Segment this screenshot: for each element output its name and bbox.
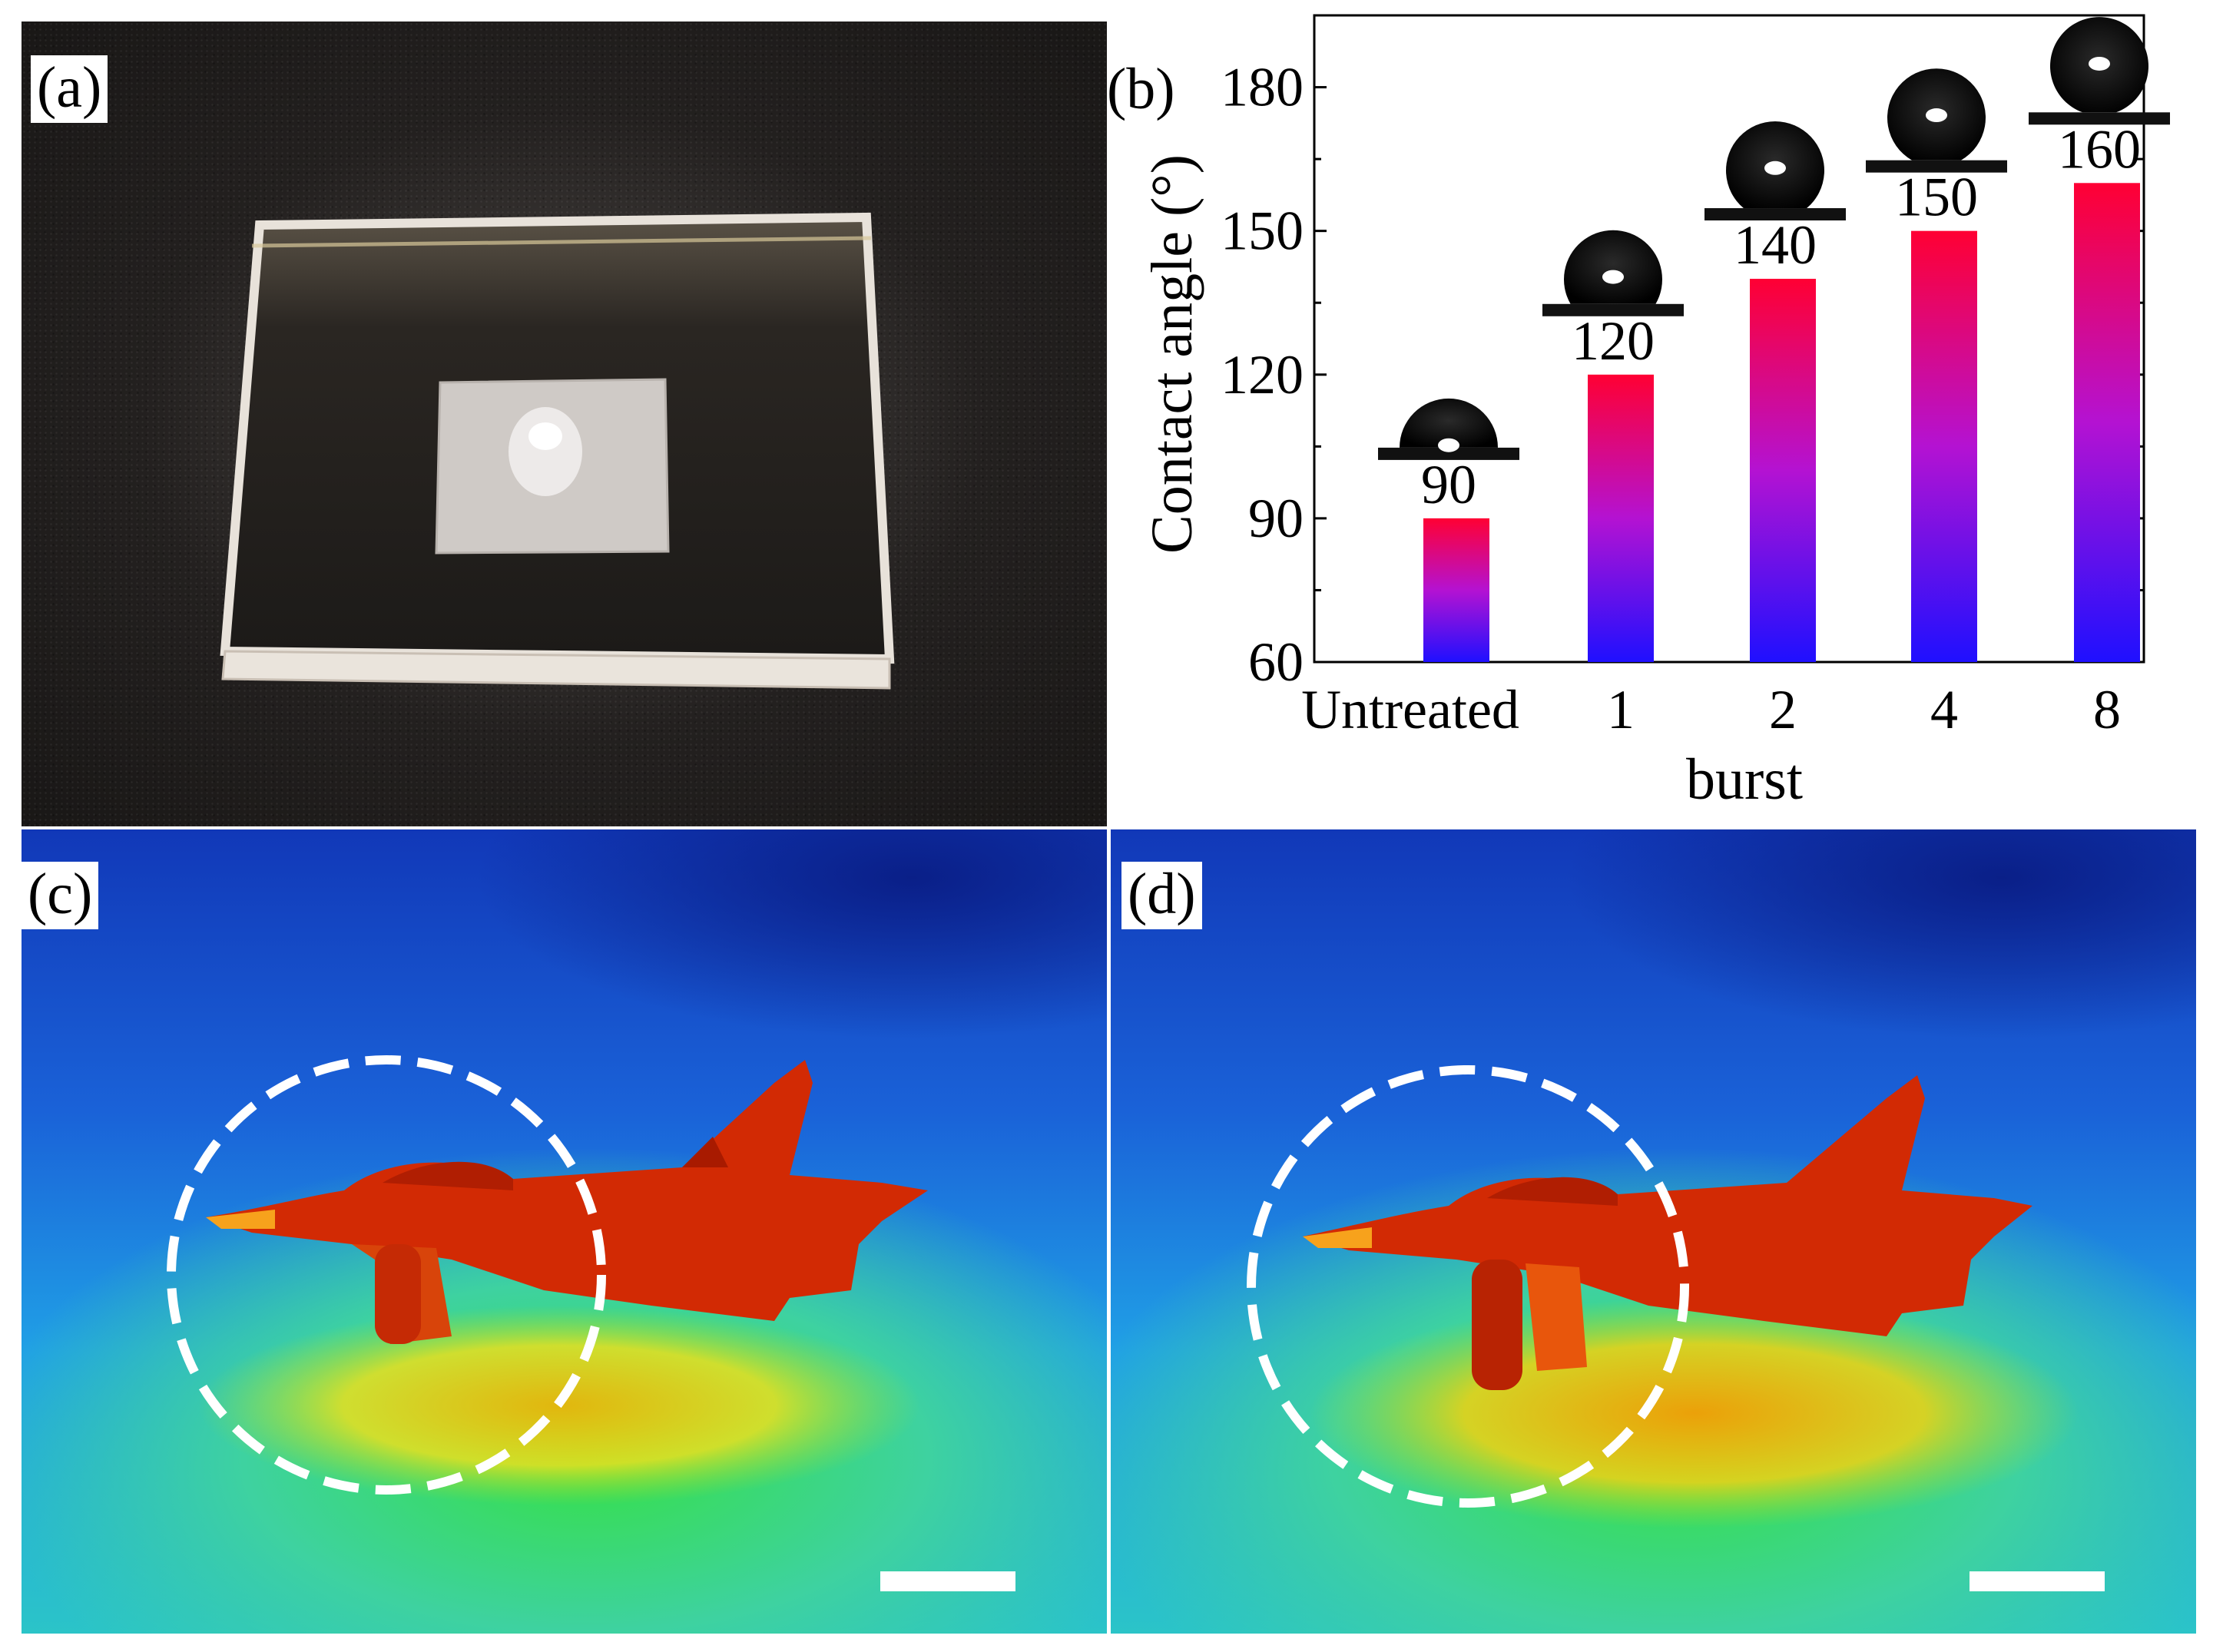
- panel-label-d: (d): [1121, 862, 1202, 929]
- y-tick-label: 90: [1248, 488, 1304, 549]
- bar-2: [1750, 279, 1816, 662]
- droplet-insets: [1378, 17, 2170, 460]
- panel-label-b: (b): [1107, 60, 1178, 118]
- glass-slide-edge: [221, 650, 891, 690]
- x-axis-title: burst: [1686, 747, 1803, 812]
- thermal-image-panel-c: (c): [22, 829, 1107, 1634]
- droplet-highlight: [1764, 161, 1786, 175]
- substrate-line: [2029, 112, 2170, 125]
- thermal-image-panel-d: (d): [1111, 829, 2196, 1634]
- highlight-circle: [167, 1055, 606, 1495]
- data-label: 150: [1895, 167, 1978, 228]
- chart-data-labels: 90 120 140 150 160: [1421, 118, 2141, 515]
- droplet-highlight: [1602, 270, 1624, 284]
- droplet-inset-icon: [1704, 121, 1846, 221]
- y-axis-title: Contact angle (°): [1140, 154, 1204, 554]
- data-label: 90: [1421, 454, 1476, 515]
- thermal-aircraft-d: [1247, 1065, 2079, 1528]
- droplet-inset-icon: [2029, 17, 2170, 125]
- droplet: [1400, 398, 1498, 448]
- x-tick-label: 8: [2093, 679, 2121, 740]
- chart-panel-b: 60 90 120 150 180 Untreated 1 2 4 8 90 120 140 150 16…: [1107, 0, 2213, 829]
- glass-slide-photo: [220, 212, 895, 690]
- bar-4: [1911, 230, 1977, 663]
- contact-angle-bar-chart: 60 90 120 150 180 Untreated 1 2 4 8 90 120 140 150 16…: [1140, 14, 2170, 812]
- x-tick-label: 4: [1930, 679, 1958, 740]
- data-label: 140: [1734, 214, 1817, 276]
- droplet-inset-icon: [1542, 230, 1684, 316]
- panel-label-c: (c): [22, 862, 99, 929]
- x-tick-label: 2: [1769, 679, 1797, 740]
- data-label: 120: [1572, 310, 1655, 372]
- substrate-line: [1542, 303, 1684, 316]
- substrate-line: [1866, 160, 2007, 173]
- chart-bars: [1423, 183, 2140, 663]
- highlight-circle: [1247, 1065, 1689, 1508]
- chart-axes: 60 90 120 150 180 Untreated 1 2 4 8: [1221, 14, 2145, 740]
- thermal-aircraft-c: [167, 1055, 928, 1505]
- bar-1: [1588, 374, 1654, 662]
- photo-panel-a: (a): [22, 22, 1107, 826]
- panel-label-a: (a): [31, 55, 108, 123]
- bar-8: [2074, 183, 2140, 663]
- y-tick-label: 150: [1221, 200, 1304, 262]
- droplet-inset-icon: [1866, 68, 2007, 173]
- y-tick-label: 180: [1221, 57, 1304, 118]
- droplet-highlight: [1438, 438, 1459, 452]
- water-droplet: [509, 407, 582, 496]
- droplet-inset-icon: [1378, 398, 1519, 460]
- heat-reflection: [1310, 1298, 2079, 1528]
- plot-frame: [1313, 14, 2145, 664]
- aircraft-silhouette: [206, 1060, 928, 1344]
- droplet: [1564, 230, 1662, 304]
- droplet-highlight: [1926, 108, 1947, 123]
- bar-untreated: [1423, 518, 1489, 662]
- data-label: 160: [2058, 118, 2141, 180]
- y-tick-label: 120: [1221, 344, 1304, 406]
- x-tick-label: Untreated: [1301, 679, 1519, 740]
- substrate-line: [1378, 447, 1519, 460]
- scale-bar: [880, 1571, 1015, 1591]
- x-tick-label: 1: [1607, 679, 1635, 740]
- scale-bar: [1970, 1571, 2105, 1591]
- y-tick-label: 60: [1248, 631, 1304, 693]
- droplet-highlight: [2089, 56, 2110, 71]
- substrate-line: [1704, 208, 1846, 221]
